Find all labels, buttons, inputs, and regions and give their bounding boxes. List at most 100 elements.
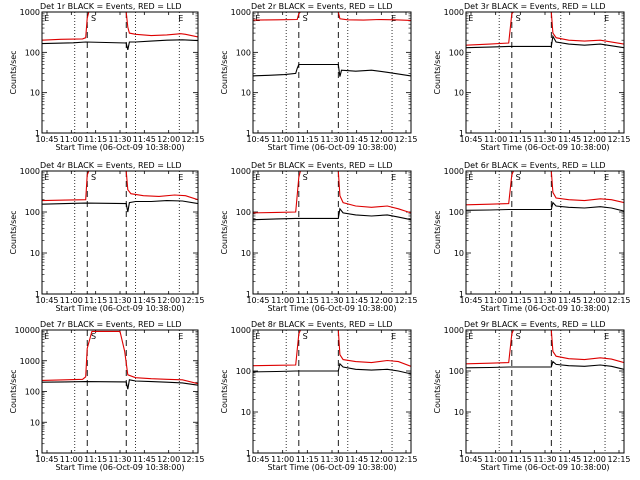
y-tick-label: 10000 xyxy=(15,326,40,335)
plot-frame xyxy=(465,11,625,134)
y-axis-label: Counts/sec xyxy=(220,210,229,254)
x-tick-label: 12:15 xyxy=(607,455,630,464)
plot-frame xyxy=(252,11,412,134)
x-tick-label: 11:30 xyxy=(320,296,343,305)
plot-frame xyxy=(252,170,412,295)
x-tick-label: 12:15 xyxy=(607,135,630,144)
y-tick-label: 100 xyxy=(25,48,40,57)
x-tick-label: 12:00 xyxy=(157,135,180,144)
x-tick-label: 11:30 xyxy=(533,296,556,305)
marker-label: S xyxy=(516,332,521,341)
y-tick-label: 1000 xyxy=(231,167,251,176)
events-rate-line xyxy=(253,207,411,221)
x-tick-label: 11:45 xyxy=(558,135,581,144)
marker-label: S xyxy=(91,173,96,182)
y-tick-label: 1 xyxy=(459,129,464,138)
marker-label: S xyxy=(516,173,521,182)
x-tick-label: 10:45 xyxy=(459,135,482,144)
y-tick-label: 100 xyxy=(236,367,251,376)
lld-rate-line xyxy=(466,12,624,46)
x-tick-label: 12:15 xyxy=(181,135,204,144)
x-axis-label: Start Time (06-Oct-09 10:38:00) xyxy=(55,463,184,472)
x-tick-label: 11:30 xyxy=(108,296,131,305)
x-tick-label: 12:15 xyxy=(607,296,630,305)
events-rate-line xyxy=(42,379,198,390)
marker-label: E xyxy=(391,14,396,23)
panel-title: Det 7r BLACK = Events, RED = LLD xyxy=(40,320,182,329)
y-tick-label: 1000 xyxy=(444,8,464,17)
panel-title: Det 2r BLACK = Events, RED = LLD xyxy=(251,2,393,11)
marker-label: S xyxy=(91,14,96,23)
x-tick-label: 11:00 xyxy=(484,135,507,144)
x-tick-label: 11:30 xyxy=(320,455,343,464)
y-tick-label: 10 xyxy=(30,249,40,258)
lld-rate-line xyxy=(42,330,198,385)
y-axis-label: Counts/sec xyxy=(433,369,442,413)
x-tick-label: 11:45 xyxy=(345,135,368,144)
y-tick-label: 10 xyxy=(241,89,251,98)
x-tick-label: 11:15 xyxy=(84,455,107,464)
x-tick-label: 11:00 xyxy=(271,455,294,464)
x-axis-label: Start Time (06-Oct-09 10:38:00) xyxy=(55,304,184,313)
plot-frame xyxy=(41,170,199,295)
y-tick-label: 1 xyxy=(459,449,464,458)
x-tick-label: 11:45 xyxy=(558,296,581,305)
x-tick-label: 10:45 xyxy=(246,135,269,144)
events-rate-line xyxy=(42,200,198,213)
lld-rate-line xyxy=(253,12,411,21)
events-rate-line xyxy=(466,201,624,212)
panel-title: Det 9r BLACK = Events, RED = LLD xyxy=(464,320,606,329)
x-tick-label: 11:30 xyxy=(320,135,343,144)
y-tick-label: 1 xyxy=(246,129,251,138)
x-tick-label: 12:00 xyxy=(370,135,393,144)
x-tick-label: 10:45 xyxy=(246,455,269,464)
marker-label: S xyxy=(303,173,308,182)
events-rate-line xyxy=(253,362,411,375)
marker-label: S xyxy=(303,332,308,341)
lld-rate-line xyxy=(466,330,624,365)
marker-label: E xyxy=(44,332,49,341)
x-tick-label: 11:15 xyxy=(84,296,107,305)
y-tick-label: 100 xyxy=(236,48,251,57)
lld-rate-line xyxy=(253,330,411,367)
lld-rate-line xyxy=(42,171,198,202)
series-group xyxy=(253,12,411,77)
x-tick-label: 11:30 xyxy=(108,455,131,464)
series-group xyxy=(42,330,198,390)
marker-label: S xyxy=(516,14,521,23)
x-tick-label: 11:30 xyxy=(108,135,131,144)
panel-title: Det 5r BLACK = Events, RED = LLD xyxy=(251,161,393,170)
plot-frame xyxy=(252,329,412,454)
series-group xyxy=(253,171,411,221)
y-axis-label: Counts/sec xyxy=(9,50,18,94)
y-tick-label: 1000 xyxy=(231,8,251,17)
x-tick-label: 12:00 xyxy=(583,296,606,305)
x-tick-label: 12:15 xyxy=(394,455,417,464)
marker-label: E xyxy=(255,173,260,182)
panel-title: Det 6r BLACK = Events, RED = LLD xyxy=(464,161,606,170)
x-tick-label: 11:45 xyxy=(133,296,156,305)
y-tick-label: 100 xyxy=(449,367,464,376)
marker-label: E xyxy=(468,14,473,23)
y-tick-label: 10 xyxy=(241,408,251,417)
x-axis-label: Start Time (06-Oct-09 10:38:00) xyxy=(267,143,396,152)
events-rate-line xyxy=(42,39,198,51)
series-group xyxy=(42,171,198,213)
marker-label: E xyxy=(391,332,396,341)
marker-label: E xyxy=(468,332,473,341)
x-tick-label: 11:00 xyxy=(60,135,83,144)
x-tick-label: 11:45 xyxy=(558,455,581,464)
x-tick-label: 11:45 xyxy=(133,455,156,464)
x-tick-label: 12:00 xyxy=(370,455,393,464)
x-tick-label: 11:00 xyxy=(271,135,294,144)
x-tick-label: 11:30 xyxy=(533,135,556,144)
y-tick-label: 1 xyxy=(246,449,251,458)
y-tick-label: 10 xyxy=(454,89,464,98)
plot-frame xyxy=(465,329,625,454)
y-tick-label: 1000 xyxy=(20,167,40,176)
